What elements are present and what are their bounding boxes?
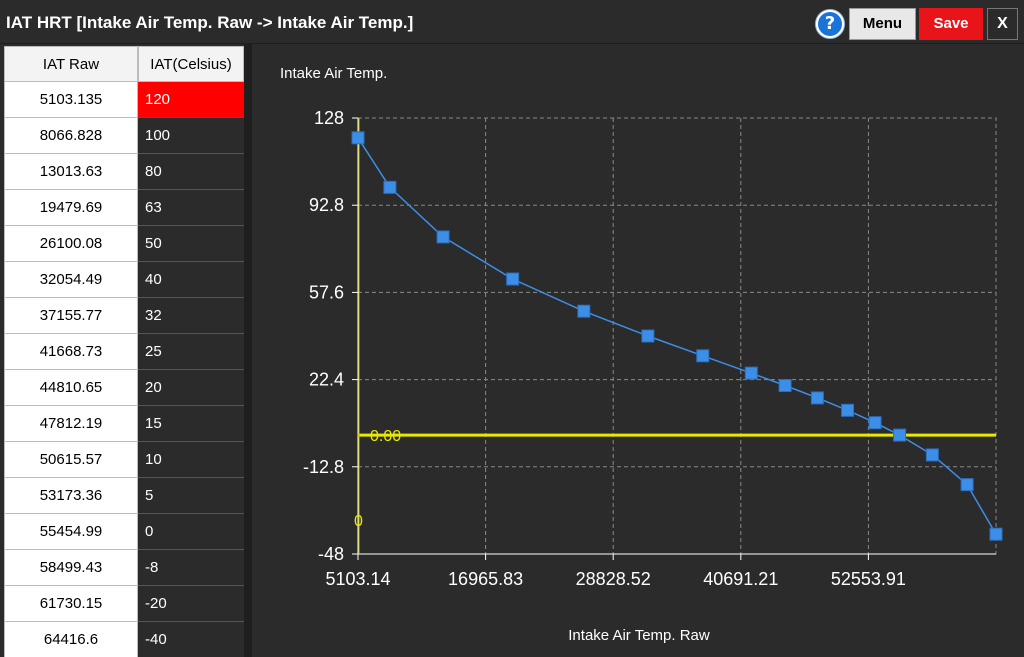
table-row[interactable]: 53173.36 5 (4, 478, 244, 514)
data-point[interactable] (436, 230, 450, 244)
data-point[interactable] (989, 527, 1003, 541)
plot-frame (357, 117, 997, 555)
cell-iat-celsius[interactable]: 15 (138, 406, 244, 442)
data-point[interactable] (383, 180, 397, 194)
cell-iat-celsius[interactable]: 40 (138, 262, 244, 298)
data-point[interactable] (868, 416, 882, 430)
y-tick-label: 92.8 (309, 195, 344, 215)
data-point[interactable] (778, 379, 792, 393)
table-header: IAT Raw IAT(Celsius) (4, 46, 244, 82)
cell-iat-celsius[interactable]: 63 (138, 190, 244, 226)
cell-iat-raw[interactable]: 53173.36 (4, 478, 138, 514)
cell-iat-celsius[interactable]: 25 (138, 334, 244, 370)
cell-iat-celsius[interactable]: 50 (138, 226, 244, 262)
cell-iat-raw[interactable]: 44810.65 (4, 370, 138, 406)
table-row[interactable]: 32054.49 40 (4, 262, 244, 298)
table-row[interactable]: 64416.6 -40 (4, 622, 244, 657)
y-tick-label: -48 (318, 544, 344, 564)
cursor-x-label: 0 (354, 513, 363, 530)
table-row[interactable]: 13013.63 80 (4, 154, 244, 190)
data-point[interactable] (351, 131, 365, 145)
cursor-y-label: 0.00 (370, 428, 401, 445)
table-row[interactable]: 37155.77 32 (4, 298, 244, 334)
cell-iat-celsius[interactable]: 120 (138, 82, 244, 118)
y-tick-label: -12.8 (303, 457, 344, 477)
cell-iat-celsius[interactable]: 80 (138, 154, 244, 190)
data-point[interactable] (744, 366, 758, 380)
cell-iat-raw[interactable]: 64416.6 (4, 622, 138, 657)
cell-iat-raw[interactable]: 61730.15 (4, 586, 138, 622)
cell-iat-raw[interactable]: 37155.77 (4, 298, 138, 334)
data-point[interactable] (506, 272, 520, 286)
cell-iat-celsius[interactable]: -20 (138, 586, 244, 622)
cell-iat-celsius[interactable]: 5 (138, 478, 244, 514)
question-circle-icon: ? (818, 12, 842, 36)
table-row[interactable]: 61730.15 -20 (4, 586, 244, 622)
table-row[interactable]: 8066.828 100 (4, 118, 244, 154)
x-tick-label: 16965.83 (448, 569, 523, 589)
cell-iat-celsius[interactable]: -40 (138, 622, 244, 657)
x-tick-label: 5103.14 (325, 569, 390, 589)
cell-iat-raw[interactable]: 8066.828 (4, 118, 138, 154)
cell-iat-raw[interactable]: 47812.19 (4, 406, 138, 442)
iat-chart: Intake Air Temp. 128 92.8 57.6 22.4 -12.8 -48 5… (280, 65, 1003, 644)
title-bar: IAT HRT [Intake Air Temp. Raw -> Intake … (0, 0, 1024, 44)
x-axis-label: Intake Air Temp. Raw (568, 627, 710, 644)
table-row[interactable]: 55454.99 0 (4, 514, 244, 550)
cell-iat-raw[interactable]: 55454.99 (4, 514, 138, 550)
table-row[interactable]: 41668.73 25 (4, 334, 244, 370)
cell-iat-raw[interactable]: 58499.43 (4, 550, 138, 586)
cell-iat-raw[interactable]: 5103.135 (4, 82, 138, 118)
cell-iat-celsius[interactable]: 10 (138, 442, 244, 478)
cell-iat-raw[interactable]: 32054.49 (4, 262, 138, 298)
data-point[interactable] (841, 403, 855, 417)
table-row[interactable]: 47812.19 15 (4, 406, 244, 442)
table-row[interactable]: 50615.57 10 (4, 442, 244, 478)
chart-panel: Intake Air Temp. 128 92.8 57.6 22.4 -12.8 -48 5… (252, 44, 1024, 657)
cell-iat-raw[interactable]: 19479.69 (4, 190, 138, 226)
cell-iat-raw[interactable]: 50615.57 (4, 442, 138, 478)
table-row[interactable]: 44810.65 20 (4, 370, 244, 406)
header-iat-raw[interactable]: IAT Raw (4, 46, 138, 82)
cell-iat-celsius[interactable]: 20 (138, 370, 244, 406)
cell-iat-raw[interactable]: 41668.73 (4, 334, 138, 370)
x-tick-label: 40691.21 (703, 569, 778, 589)
header-iat-celsius[interactable]: IAT(Celsius) (138, 46, 244, 82)
data-point[interactable] (960, 478, 974, 492)
close-button[interactable]: X (987, 8, 1018, 40)
cell-iat-celsius[interactable]: 100 (138, 118, 244, 154)
data-point[interactable] (893, 428, 907, 442)
chart-title: Intake Air Temp. (280, 65, 387, 82)
x-tick-label: 52553.91 (831, 569, 906, 589)
table-body: 5103.135 120 8066.828 100 13013.63 80 19479.69… (4, 82, 244, 657)
data-point[interactable] (696, 349, 710, 363)
cell-iat-raw[interactable]: 26100.08 (4, 226, 138, 262)
series-line (357, 137, 997, 535)
save-button[interactable]: Save (919, 8, 983, 40)
y-tick-label: 57.6 (309, 282, 344, 302)
y-tick-label: 128 (314, 108, 344, 128)
cell-iat-celsius[interactable]: 32 (138, 298, 244, 334)
cell-iat-raw[interactable]: 13013.63 (4, 154, 138, 190)
data-point[interactable] (641, 329, 655, 343)
iat-data-table: IAT Raw IAT(Celsius) 5103.135 120 8066.828… (4, 46, 244, 657)
panel-splitter[interactable] (244, 44, 252, 657)
menu-button[interactable]: Menu (849, 8, 916, 40)
window-title: IAT HRT [Intake Air Temp. Raw -> Intake … (6, 13, 414, 32)
data-point[interactable] (925, 448, 939, 462)
table-row[interactable]: 26100.08 50 (4, 226, 244, 262)
help-button[interactable]: ? (815, 9, 845, 39)
table-row[interactable]: 19479.69 63 (4, 190, 244, 226)
y-tick-label: 22.4 (309, 370, 344, 390)
x-tick-label: 28828.52 (576, 569, 651, 589)
table-row[interactable]: 5103.135 120 (4, 82, 244, 118)
data-point[interactable] (577, 304, 591, 318)
data-point[interactable] (810, 391, 824, 405)
cell-iat-celsius[interactable]: 0 (138, 514, 244, 550)
cell-iat-celsius[interactable]: -8 (138, 550, 244, 586)
table-row[interactable]: 58499.43 -8 (4, 550, 244, 586)
